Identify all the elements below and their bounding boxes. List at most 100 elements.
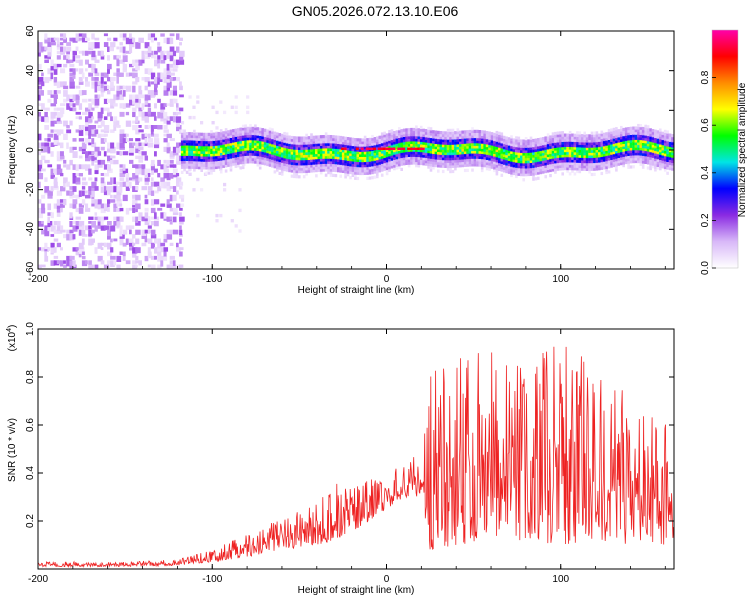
spectrogram-cell — [454, 167, 457, 171]
spectrogram-cell — [285, 158, 289, 162]
spectrogram-cell — [56, 111, 63, 118]
spectrogram-cell — [459, 143, 462, 147]
spectrogram-cell — [622, 151, 625, 155]
spectrogram-cell — [319, 140, 323, 144]
spectrogram-cell — [512, 169, 516, 173]
spectrogram-cell — [624, 135, 628, 139]
spectrogram-cell — [185, 137, 189, 141]
spectrogram-cell — [419, 128, 423, 132]
spectrogram-cell — [405, 161, 408, 165]
spectrogram-cell — [651, 157, 655, 161]
spectrogram-cell — [60, 46, 64, 52]
spectrogram-cell — [312, 161, 316, 165]
spectrogram-cell — [610, 151, 613, 155]
spectrogram-cell — [612, 158, 616, 162]
spectrogram-cell — [471, 168, 474, 172]
spectrogram-cell — [44, 37, 51, 44]
spectrogram-cell — [169, 260, 174, 265]
spectrogram-cell — [215, 145, 218, 149]
spectrogram-cell — [602, 137, 606, 142]
spectrogram-cell — [172, 168, 178, 175]
spectrogram-cell — [288, 166, 291, 170]
spectrogram-cell — [512, 138, 516, 142]
spectrogram-cell — [283, 165, 286, 169]
spectrogram-cell — [150, 164, 155, 171]
spectrogram-cell — [490, 147, 494, 151]
spectrogram-cell — [456, 138, 460, 142]
spectrogram-cell — [337, 153, 340, 157]
spectrogram-cell — [44, 142, 50, 147]
spectrogram-cell — [290, 146, 294, 150]
spectrogram-cell — [337, 145, 340, 150]
spectrogram-cell — [473, 137, 477, 141]
spectrogram-cell — [415, 143, 418, 147]
spectrogram-cell — [183, 168, 186, 172]
spectrogram-cell — [622, 143, 625, 147]
spectrogram-cell — [410, 153, 413, 157]
spectrogram-cell — [222, 151, 225, 155]
spectrogram-cell — [300, 144, 303, 148]
spectrogram-cell — [644, 158, 647, 162]
spectrogram-cell — [376, 162, 379, 166]
spectrogram-cell — [524, 144, 528, 148]
spectrogram-cell — [215, 142, 218, 146]
spectrogram-cell — [590, 141, 594, 146]
spectrogram-cell — [163, 255, 168, 261]
spectrogram-cell — [261, 133, 264, 137]
spectrogram-cell — [493, 166, 496, 170]
spectrogram-cell — [600, 159, 604, 163]
spectrogram-cell — [298, 146, 301, 150]
spectrogram-cell — [663, 165, 667, 170]
spectrogram-cell — [417, 143, 421, 147]
spectrogram-cell — [249, 131, 252, 136]
spectrogram-cell — [407, 156, 411, 160]
spectrogram-cell — [600, 130, 604, 134]
spectrogram-cell — [366, 176, 369, 180]
spectrogram-cell — [280, 144, 284, 148]
spectrogram-cell — [116, 59, 120, 67]
spectrogram-cell — [94, 151, 99, 158]
spectrogram-cell — [361, 153, 364, 157]
spectrogram-cell — [97, 81, 101, 86]
spectrogram-cell — [132, 164, 137, 168]
spectrogram-cell — [212, 142, 216, 147]
spectrogram-cell — [399, 147, 403, 150]
spectrogram-cell — [368, 150, 372, 154]
spectrogram-cell — [302, 139, 306, 143]
spectrogram-cell — [583, 154, 586, 158]
spectrogram-cell — [600, 151, 604, 155]
spectrogram-cell — [285, 153, 289, 157]
spectrogram-cell — [215, 163, 218, 167]
spectrogram-cell — [610, 133, 613, 137]
spectrogram-cell — [251, 160, 255, 164]
spectrogram-cell — [219, 160, 223, 164]
spectrogram-cell — [339, 159, 342, 163]
spectrogram-cell — [150, 129, 154, 135]
spectrogram-cell — [239, 148, 242, 152]
spectrogram-cell — [666, 130, 669, 134]
spectrogram-cell — [451, 141, 455, 145]
spectrogram-cell — [478, 150, 482, 154]
spectrogram-cell — [60, 37, 64, 41]
spectrogram-cell — [315, 156, 318, 160]
spectrogram-cell — [505, 149, 508, 153]
spectrogram-cell — [605, 170, 608, 175]
spectrogram-cell — [532, 162, 535, 166]
spectrogram-cell — [166, 199, 170, 205]
spectrogram-cell — [632, 144, 635, 148]
spectrogram-cell — [498, 136, 501, 140]
spectrogram-cell — [537, 145, 540, 149]
spectrogram-cell — [480, 137, 484, 142]
spectrogram-cell — [44, 111, 48, 118]
spectrogram-cell — [551, 142, 555, 146]
spectrogram-cell — [280, 146, 284, 150]
spectrogram-cell — [163, 103, 168, 107]
spectrogram-cell — [522, 178, 525, 182]
spectrogram-cell — [212, 158, 216, 162]
spectrogram-cell — [339, 141, 342, 145]
spectrogram-cell — [644, 140, 647, 144]
spectrogram-cell — [449, 167, 452, 171]
spectrogram-cell — [295, 159, 299, 163]
spectrogram-cell — [100, 173, 105, 176]
spectrogram-cell — [268, 127, 272, 131]
